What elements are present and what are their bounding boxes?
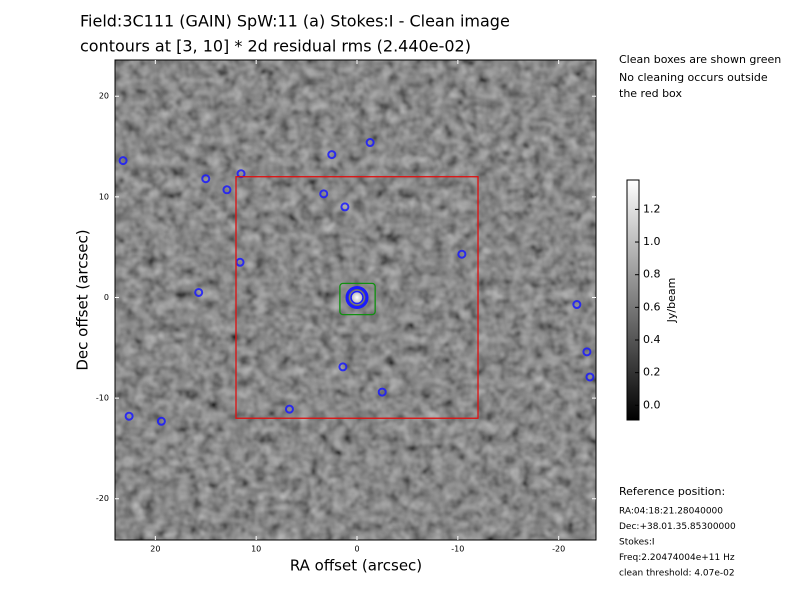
x-axis-label: RA offset (arcsec): [290, 557, 422, 575]
red-box: [235, 176, 479, 419]
reference-line: clean threshold: 4.07e-02: [619, 569, 735, 579]
colorbar-tick-label: 0.0: [643, 398, 661, 411]
plot-frame: [114, 59, 597, 541]
contour: [582, 347, 592, 357]
contour: [319, 189, 329, 199]
reference-line: Stokes:I: [619, 538, 655, 548]
peak-source: [345, 285, 369, 309]
y-axis-label: Dec offset (arcsec): [74, 229, 92, 370]
y-tick-label: 20: [99, 92, 109, 101]
contour: [201, 174, 211, 184]
colorbar-tick-label: 0.4: [643, 333, 661, 346]
y-tick-label: 10: [99, 192, 109, 201]
x-tick-label: 10: [251, 545, 261, 554]
reference-line: Freq:2.20474004e+11 Hz: [619, 553, 735, 563]
contour: [284, 404, 294, 414]
contour: [572, 300, 582, 310]
colorbar-tick-label: 0.2: [643, 366, 661, 379]
contour: [222, 185, 232, 195]
contour: [118, 156, 128, 166]
x-tick-label: -20: [552, 545, 565, 554]
y-tick-label: -10: [96, 394, 109, 403]
note: the red box: [619, 87, 682, 100]
colorbar-tick-label: 0.6: [643, 300, 661, 313]
y-tick-label: 0: [104, 293, 109, 302]
note: No cleaning occurs outside: [619, 71, 768, 84]
title-line: contours at [3, 10] * 2d residual rms (2…: [80, 37, 471, 56]
peak-contour: [350, 290, 364, 305]
x-tick-label: 0: [354, 545, 359, 554]
clean-box: [339, 282, 376, 316]
colorbar-tick-label: 1.0: [643, 235, 661, 248]
contour: [338, 362, 348, 372]
reference-line: RA:04:18:21.28040000: [619, 507, 723, 517]
x-tick-label: 20: [150, 545, 160, 554]
contour: [156, 416, 166, 426]
colorbar-tick-label: 0.8: [643, 268, 661, 281]
reference-line: Dec:+38.01.35.85300000: [619, 522, 736, 532]
colorbar-tick-label: 1.2: [643, 202, 661, 215]
x-tick-label: -10: [451, 545, 464, 554]
title-line: Field:3C111 (GAIN) SpW:11 (a) Stokes:I -…: [80, 12, 510, 31]
reference-heading: Reference position:: [619, 485, 725, 498]
note: Clean boxes are shown green: [619, 53, 781, 66]
contour: [457, 249, 467, 259]
contour: [327, 150, 337, 160]
contour: [124, 411, 134, 421]
y-tick-label: -20: [96, 494, 109, 503]
contour: [340, 202, 350, 212]
contour: [377, 387, 387, 397]
colorbar-label: Jy/beam: [665, 278, 678, 324]
contour: [365, 138, 375, 148]
contour: [194, 287, 204, 297]
contour: [585, 372, 595, 382]
colorbar: [626, 179, 640, 421]
